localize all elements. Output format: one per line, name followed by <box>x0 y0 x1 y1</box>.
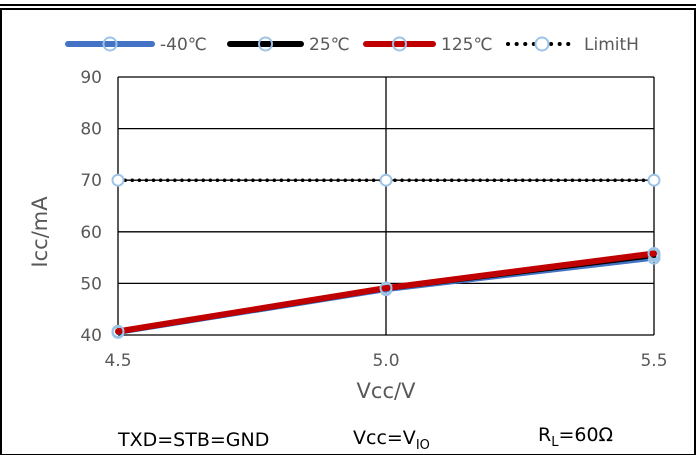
y-axis-label: Icc/mA <box>28 196 52 268</box>
data-point-limith-2 <box>647 173 661 187</box>
data-point-125-2 <box>647 246 661 260</box>
condition-txd-label: TXD=STB=GND <box>117 429 269 451</box>
y-tick-label-40: 40 <box>80 326 102 346</box>
condition-rl-label: RL=60Ω <box>538 424 613 450</box>
condition-vcc-main: Vcc=V <box>353 427 416 449</box>
y-tick-label-70: 70 <box>80 171 102 191</box>
data-point-limith-1 <box>379 173 393 187</box>
legend-label-limith: LimitH <box>584 35 639 55</box>
condition-rl-value: =60Ω <box>558 424 613 446</box>
y-tick-label-90: 90 <box>80 68 102 88</box>
x-tick-label-2: 5.5 <box>640 351 667 371</box>
legend-entry-40: -40℃ <box>65 35 207 55</box>
condition-vcc-sub: IO <box>416 438 430 453</box>
series-limith <box>111 173 661 187</box>
y-tick-label-60: 60 <box>80 223 102 243</box>
legend-label-40: -40℃ <box>160 35 207 55</box>
y-tick-label-80: 80 <box>80 120 102 140</box>
x-tick-label-0: 4.5 <box>104 351 131 371</box>
legend-entry-limith: LimitH <box>506 35 639 55</box>
data-point-125-0 <box>111 324 125 338</box>
data-point-125-1 <box>379 281 393 295</box>
series-125 <box>111 246 661 338</box>
legend-marker-125 <box>392 36 407 52</box>
y-tick-labels: 40 50 60 70 80 90 <box>80 68 102 346</box>
legend-label-25: 25℃ <box>309 35 350 55</box>
legend-label-125: 125℃ <box>441 35 493 55</box>
legend-entry-25: 25℃ <box>227 35 350 55</box>
series-line-125 <box>115 250 657 335</box>
y-tick-label-50: 50 <box>80 274 102 294</box>
x-tick-labels: 4.5 5.0 5.5 <box>104 351 667 371</box>
condition-rl-main: R <box>538 424 551 446</box>
condition-vcc-label: Vcc=VIO <box>353 427 430 453</box>
x-axis-label: Vcc/V <box>357 379 417 403</box>
condition-rl-sub: L <box>551 435 559 450</box>
legend-entry-125: 125℃ <box>363 35 493 55</box>
legend-marker-25 <box>258 36 273 52</box>
legend-marker-40 <box>102 36 118 52</box>
legend: -40℃ 25℃ 125℃ LimitH <box>65 35 639 55</box>
x-tick-label-1: 5.0 <box>372 351 399 371</box>
legend-marker-limith <box>534 36 550 52</box>
data-point-limith-0 <box>111 173 125 187</box>
plot-grid <box>117 76 655 336</box>
series-layer <box>111 173 661 339</box>
